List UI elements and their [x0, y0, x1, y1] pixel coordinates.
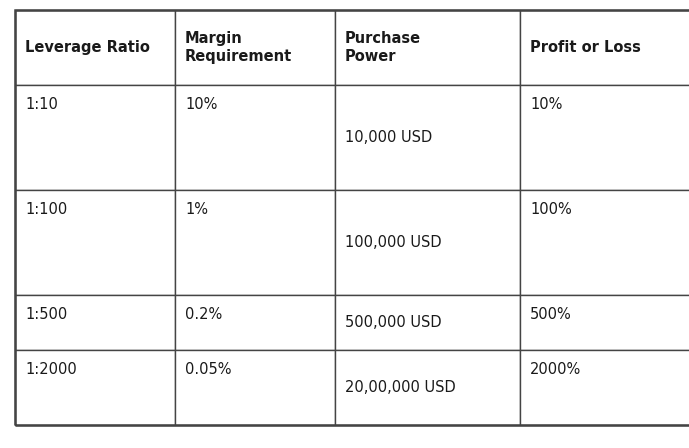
Bar [175, 10, 335, 85]
Text: Leverage Ratio: Leverage Ratio [25, 40, 150, 55]
Bar [15, 350, 175, 425]
Bar [175, 190, 335, 295]
Bar [335, 350, 520, 425]
Text: Margin
Requirement: Margin Requirement [185, 31, 292, 64]
Bar [335, 295, 520, 350]
Bar [335, 85, 520, 190]
Text: 1:10: 1:10 [25, 97, 58, 112]
Bar [15, 190, 175, 295]
Bar [15, 295, 175, 350]
Text: Purchase
Power: Purchase Power [345, 31, 421, 64]
Bar [175, 350, 335, 425]
Text: 1%: 1% [185, 202, 208, 217]
Bar [520, 85, 689, 190]
Text: 10%: 10% [185, 97, 217, 112]
Text: 1:500: 1:500 [25, 307, 68, 322]
Text: 0.2%: 0.2% [185, 307, 223, 322]
Bar [15, 85, 175, 190]
Bar [520, 350, 689, 425]
Bar [175, 295, 335, 350]
Text: 1:100: 1:100 [25, 202, 68, 217]
Text: 1:2000: 1:2000 [25, 362, 76, 377]
Bar [335, 190, 520, 295]
Bar [335, 10, 520, 85]
Text: 2000%: 2000% [530, 362, 582, 377]
Bar [520, 10, 689, 85]
Bar [175, 85, 335, 190]
Text: 0.05%: 0.05% [185, 362, 232, 377]
Text: 100,000 USD: 100,000 USD [345, 235, 442, 250]
Text: Profit or Loss: Profit or Loss [530, 40, 641, 55]
Text: 500,000 USD: 500,000 USD [345, 315, 442, 330]
Text: 10,000 USD: 10,000 USD [345, 130, 432, 145]
Text: 10%: 10% [530, 97, 562, 112]
Bar [15, 10, 175, 85]
Bar [520, 295, 689, 350]
Bar [520, 190, 689, 295]
Text: 500%: 500% [530, 307, 572, 322]
Text: 20,00,000 USD: 20,00,000 USD [345, 380, 455, 395]
Text: 100%: 100% [530, 202, 572, 217]
